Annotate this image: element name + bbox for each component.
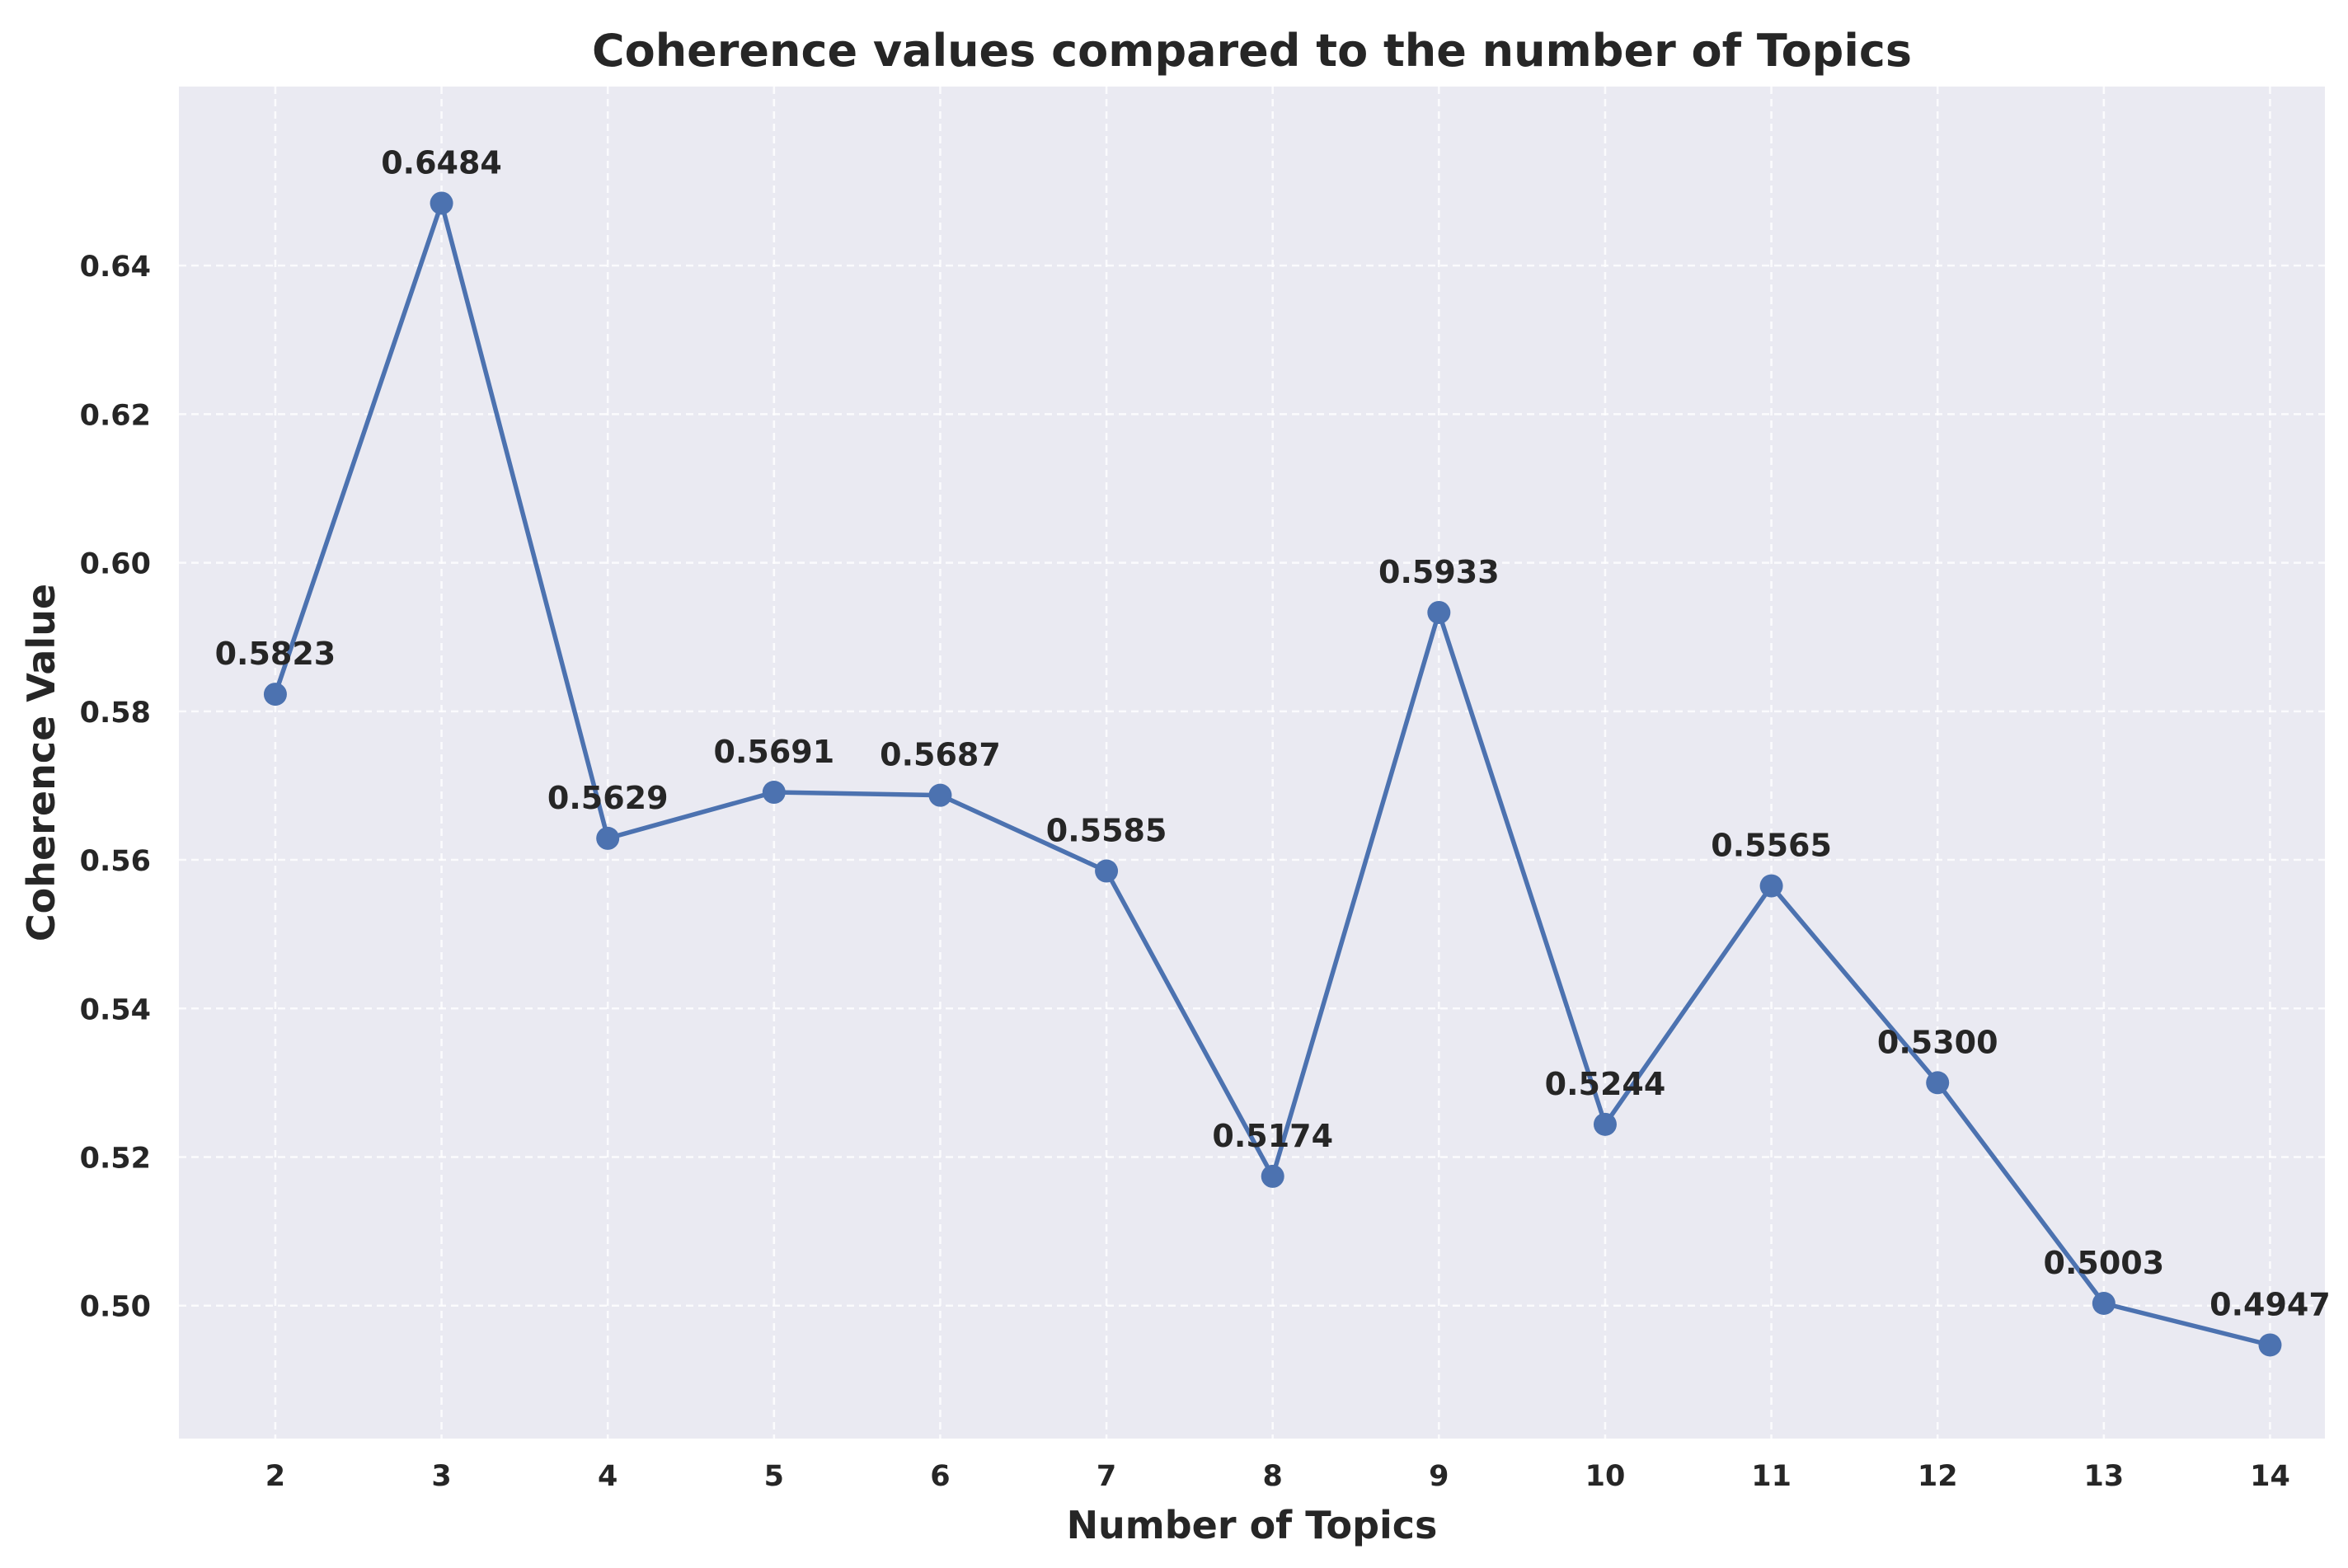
series-group <box>263 191 2282 1357</box>
x-tick-label: 3 <box>431 1460 451 1493</box>
y-tick-label: 0.56 <box>80 845 151 878</box>
x-tick-label: 14 <box>2250 1460 2290 1493</box>
x-tick-label: 6 <box>930 1460 950 1493</box>
x-tick-label: 10 <box>1585 1460 1626 1493</box>
data-label: 0.5174 <box>1212 1118 1333 1154</box>
data-label: 0.5823 <box>215 636 336 672</box>
data-point <box>596 826 620 850</box>
data-label: 0.5244 <box>1545 1066 1666 1102</box>
data-labels: 0.5823 0.6484 0.5629 0.5691 0.5687 0.5585 0.51… <box>215 144 2331 1322</box>
data-point <box>762 781 786 805</box>
y-tick-label: 0.60 <box>80 548 151 581</box>
x-tick-label: 4 <box>598 1460 618 1493</box>
tick-labels: 2 3 4 5 6 7 8 9 10 11 12 13 14 0.50 0.52 0.54 0.56 0.58 0.… <box>80 251 2290 1493</box>
x-tick-label: 2 <box>265 1460 285 1493</box>
data-point <box>1926 1071 1950 1095</box>
x-tick-label: 11 <box>1751 1460 1792 1493</box>
chart-title: Coherence values compared to the number … <box>592 25 1912 77</box>
data-label: 0.5565 <box>1711 828 1832 864</box>
y-axis-label: Coherence Value <box>19 584 63 941</box>
y-tick-label: 0.50 <box>80 1291 151 1324</box>
data-point <box>430 191 453 215</box>
data-point <box>1427 600 1451 624</box>
data-point <box>1593 1112 1617 1136</box>
data-point <box>263 683 287 707</box>
grid <box>179 87 2325 1439</box>
x-tick-label: 5 <box>764 1460 784 1493</box>
data-point <box>1095 859 1119 883</box>
x-tick-label: 13 <box>2083 1460 2124 1493</box>
plot-area <box>179 87 2325 1439</box>
data-label: 0.5933 <box>1378 554 1500 590</box>
y-tick-label: 0.62 <box>80 399 151 432</box>
y-tick-label: 0.64 <box>80 251 151 284</box>
y-tick-label: 0.58 <box>80 697 151 730</box>
data-label: 0.5003 <box>2044 1245 2165 1281</box>
y-tick-label: 0.54 <box>80 993 151 1026</box>
data-label: 0.5691 <box>714 734 835 770</box>
data-label: 0.5687 <box>880 737 1001 773</box>
x-axis-label: Number of Topics <box>1067 1503 1438 1547</box>
x-tick-label: 9 <box>1429 1460 1449 1493</box>
data-point <box>1261 1164 1284 1188</box>
data-point <box>2258 1333 2282 1357</box>
x-tick-label: 12 <box>1918 1460 1958 1493</box>
data-point <box>928 783 952 807</box>
data-label: 0.5300 <box>1877 1024 1998 1060</box>
data-label: 0.5585 <box>1046 813 1167 849</box>
data-label: 0.6484 <box>381 144 502 181</box>
data-label: 0.5629 <box>547 780 669 816</box>
data-point <box>1759 874 1783 898</box>
data-point <box>2092 1292 2116 1315</box>
x-tick-label: 7 <box>1097 1460 1116 1493</box>
data-label: 0.4947 <box>2209 1286 2331 1322</box>
x-tick-label: 8 <box>1263 1460 1283 1493</box>
y-tick-label: 0.52 <box>80 1142 151 1175</box>
